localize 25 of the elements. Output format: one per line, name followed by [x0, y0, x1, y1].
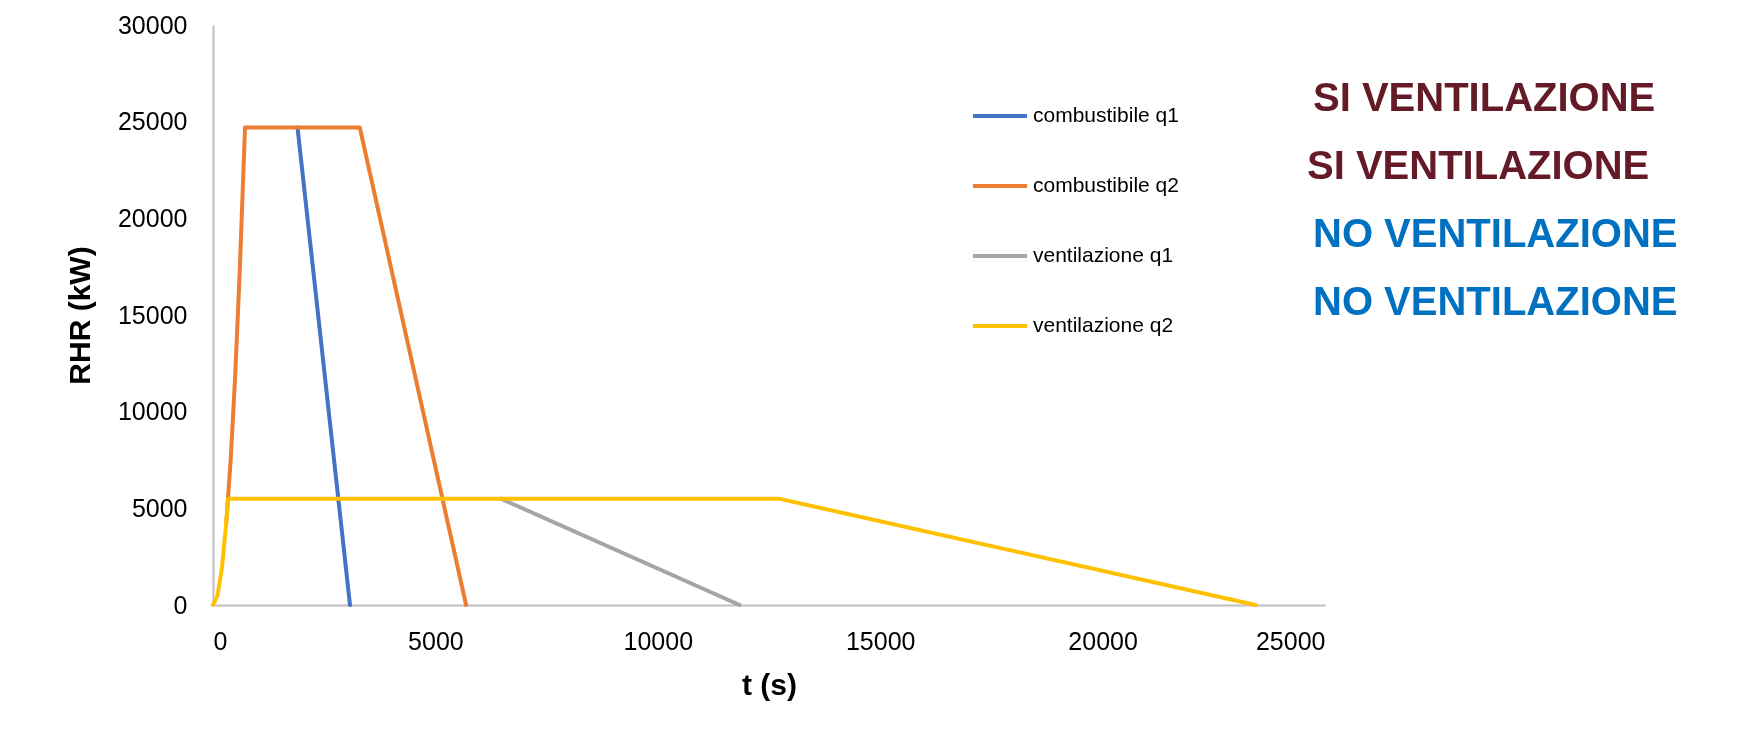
y-tick-label: 25000: [117, 107, 188, 136]
x-tick-label: 15000: [845, 626, 916, 655]
y-tick-label: 20000: [117, 203, 188, 232]
x-axis-title: t (s): [742, 667, 797, 701]
x-tick-label: 25000: [1255, 626, 1326, 655]
x-tick-label: 5000: [408, 626, 464, 655]
legend-label: combustibile q2: [1033, 173, 1179, 196]
legend-label: combustibile q1: [1033, 103, 1179, 126]
x-tick-label: 10000: [623, 626, 694, 655]
annotation: SI VENTILAZIONE: [1307, 142, 1650, 188]
x-tick-label: 0: [213, 626, 228, 655]
y-tick-label: 15000: [117, 300, 188, 329]
annotation: NO VENTILAZIONE: [1313, 278, 1678, 324]
y-tick-label: 5000: [131, 493, 188, 522]
line-series: [224, 125, 469, 607]
y-tick-label: 30000: [117, 10, 188, 39]
legend-label: ventilazione q2: [1033, 313, 1174, 336]
y-axis-title: RHR (kW): [62, 246, 96, 385]
legend-label: ventilazione q1: [1033, 243, 1174, 266]
annotation: SI VENTILAZIONE: [1313, 74, 1656, 120]
x-tick-label: 20000: [1068, 626, 1138, 655]
y-tick-label: 10000: [117, 397, 188, 426]
y-tick-label: 0: [173, 590, 188, 619]
line-series: [211, 496, 1258, 607]
annotation: NO VENTILAZIONE: [1313, 210, 1678, 256]
